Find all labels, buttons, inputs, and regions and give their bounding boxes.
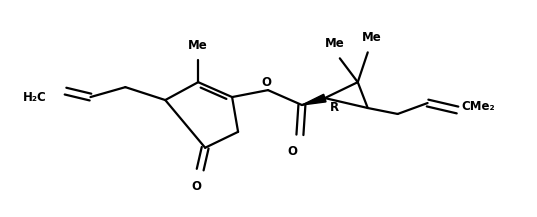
- Text: H₂C: H₂C: [23, 90, 46, 104]
- Polygon shape: [302, 94, 326, 105]
- Text: Me: Me: [325, 37, 345, 50]
- Text: R: R: [330, 100, 339, 113]
- Text: Me: Me: [362, 31, 382, 44]
- Text: Me: Me: [188, 39, 208, 52]
- Text: O: O: [191, 179, 201, 192]
- Text: CMe₂: CMe₂: [461, 100, 495, 113]
- Text: O: O: [261, 76, 271, 89]
- Text: O: O: [287, 145, 297, 158]
